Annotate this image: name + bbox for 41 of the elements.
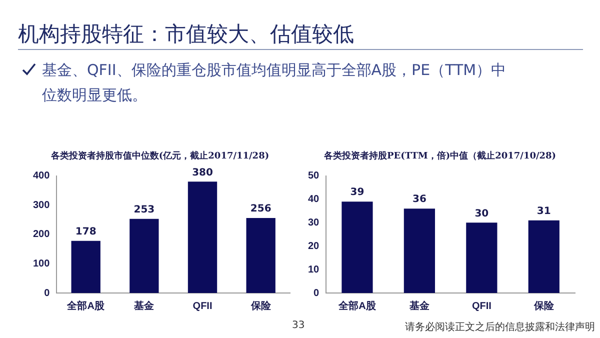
bar: [404, 208, 436, 293]
y-tick-label: 200: [32, 229, 50, 240]
x-tick-label: 基金: [133, 300, 156, 312]
bar: [466, 222, 498, 293]
bar: [71, 240, 100, 293]
y-tick-label: 10: [308, 264, 320, 276]
y-tick-label: 30: [308, 217, 320, 228]
y-tick-label: 0: [314, 288, 320, 299]
y-tick-label: 100: [32, 258, 50, 270]
chart-title: 各类投资者持股市值中位数(亿元，截止2017/11/28): [50, 150, 270, 162]
data-label: 39: [350, 187, 364, 198]
text: 请务必阅读正文之后的信息披露和法律声明: [405, 320, 595, 334]
bar: [246, 218, 276, 293]
bar: [528, 220, 560, 293]
y-tick-label: 0: [44, 288, 50, 299]
y-tick-label: 400: [32, 170, 50, 182]
x-tick-label: 全部A股: [66, 300, 106, 312]
data-label: 31: [536, 206, 551, 217]
data-label: 178: [75, 226, 96, 238]
text: 基金、QFII、保险的重仓股市值均值明显高于全部A股，PE（TTM）中位数明显更低。: [42, 60, 508, 106]
x-tick-label: QFII: [192, 300, 212, 312]
x-tick-label: 基金: [408, 300, 430, 312]
x-tick-label: QFII: [472, 300, 492, 312]
x-tick-label: 全部A股: [338, 300, 377, 312]
text: 33: [292, 320, 305, 331]
x-tick-label: 保险: [532, 300, 555, 312]
x-tick-label: 保险: [250, 300, 272, 312]
data-label: 380: [192, 167, 213, 178]
text: 机构持股特征：市值较大、估值较低: [18, 21, 354, 48]
y-tick-label: 40: [308, 194, 320, 205]
bar: [342, 202, 373, 293]
bar: [188, 182, 218, 293]
data-label: 30: [474, 208, 489, 220]
chart-title: 各类投资者持股PE(TTM，倍)中值（截止2017/10/28): [322, 150, 556, 162]
y-tick-label: 300: [32, 200, 50, 211]
data-label: 36: [412, 194, 426, 206]
y-tick-label: 20: [308, 240, 320, 252]
data-label: 253: [134, 204, 155, 216]
bar: [130, 218, 159, 293]
data-label: 256: [250, 204, 272, 215]
y-tick-label: 50: [308, 170, 320, 182]
